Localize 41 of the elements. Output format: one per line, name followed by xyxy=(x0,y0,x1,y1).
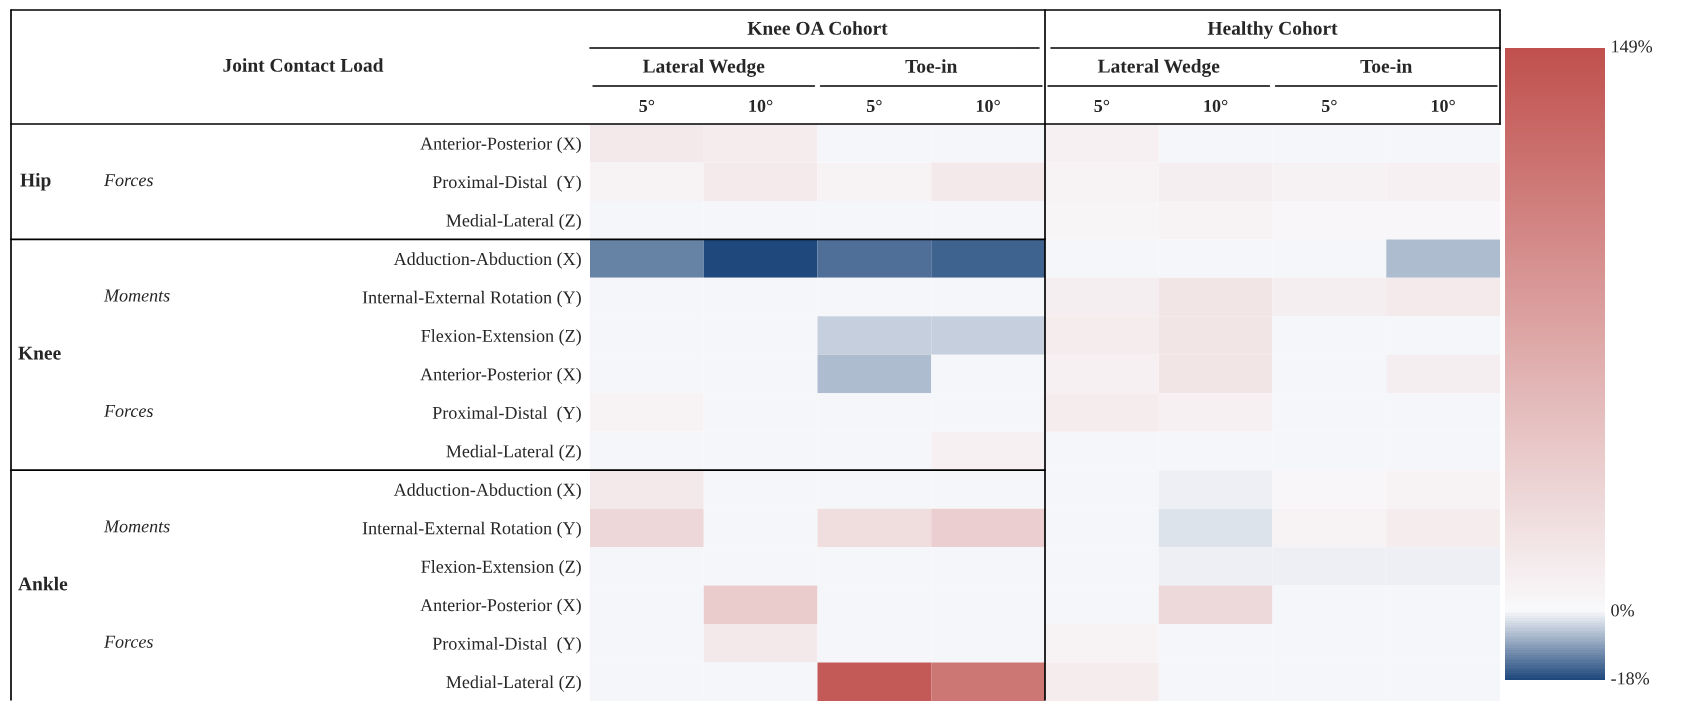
text: Forces xyxy=(103,635,153,648)
y-tick-label: Internal-External Rotation (Y) xyxy=(362,521,581,539)
text: Knee xyxy=(18,346,61,360)
text: Moments xyxy=(103,520,170,533)
text: Knee OA Cohort xyxy=(747,21,888,35)
text: Toe-in xyxy=(905,59,958,73)
text: Forces xyxy=(103,174,153,187)
y-tick-label: Medial-Lateral (Z) xyxy=(446,213,581,231)
y-tick-label: Flexion-Extension (Z) xyxy=(421,560,581,577)
y-tick-label: Flexion-Extension (Z) xyxy=(421,329,581,346)
y-tick-label: Anterior-Posterior (X) xyxy=(420,367,581,385)
x-tick-label: 10° xyxy=(1431,99,1455,112)
text: Lateral Wedge xyxy=(1097,59,1220,77)
y-tick-label: Proximal-Distal (Y) xyxy=(432,406,581,423)
x-tick-label: 10° xyxy=(1204,99,1228,112)
text: Toe-in xyxy=(1360,59,1413,73)
x-tick-label: 5° xyxy=(1094,99,1110,112)
x-tick-label: 10° xyxy=(976,99,1000,112)
y-tick-label: Medial-Lateral (Z) xyxy=(446,444,581,462)
text: Forces xyxy=(103,405,153,418)
text: Lateral Wedge xyxy=(642,59,765,77)
text: Hip xyxy=(20,172,51,191)
color-bar-label: -18% xyxy=(1611,672,1650,685)
x-tick-label: 5° xyxy=(1321,99,1337,112)
y-tick-label: Internal-External Rotation (Y) xyxy=(362,290,581,308)
x-tick-label: 10° xyxy=(749,99,773,112)
y-tick-label: Medial-Lateral (Z) xyxy=(446,675,581,692)
y-tick-label: Anterior-Posterior (X) xyxy=(420,136,581,154)
text: Healthy Cohort xyxy=(1207,21,1338,39)
y-tick-label: Anterior-Posterior (X) xyxy=(420,598,581,615)
x-tick-label: 5° xyxy=(866,99,882,112)
text: Joint Contact Load xyxy=(223,58,384,72)
color-bar-label: 0% xyxy=(1611,604,1635,617)
text: Ankle xyxy=(18,576,68,591)
text: Moments xyxy=(103,289,170,302)
x-tick-label: 5° xyxy=(639,99,655,112)
color-bar-label: 149% xyxy=(1612,40,1653,53)
y-tick-label: Adduction-Abduction (X) xyxy=(393,252,581,269)
y-tick-label: Adduction-Abduction (X) xyxy=(393,483,581,500)
y-tick-label: Proximal-Distal (Y) xyxy=(432,637,581,654)
y-tick-label: Proximal-Distal (Y) xyxy=(432,175,581,192)
